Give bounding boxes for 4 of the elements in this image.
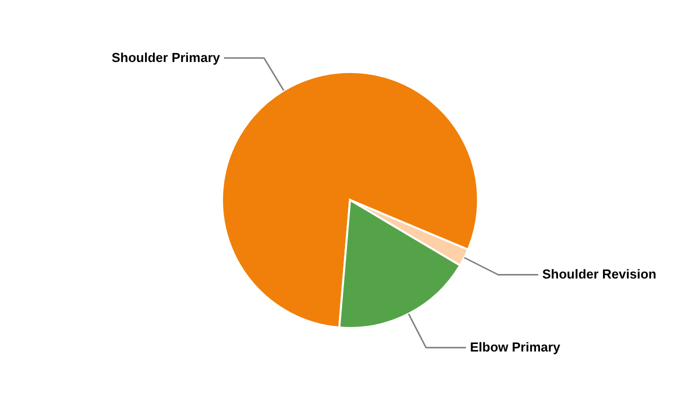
slice-label: Shoulder Revision [542, 266, 656, 282]
pie-slice [221, 71, 479, 329]
slice-label: Elbow Primary [470, 340, 562, 355]
slice-label: Shoulder Primary [112, 50, 221, 66]
